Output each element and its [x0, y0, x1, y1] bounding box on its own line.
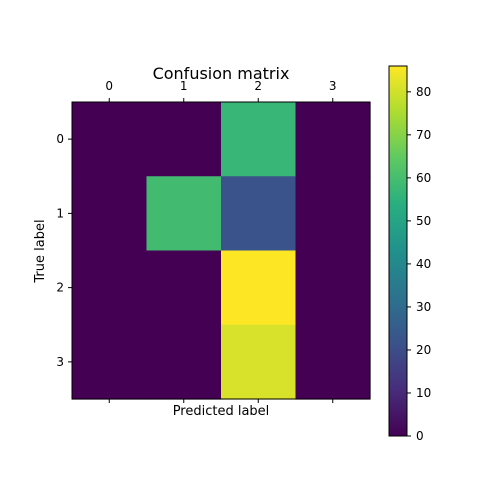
y-axis-label: True label — [33, 219, 48, 283]
colorbar-tick-label: 50 — [416, 214, 431, 228]
y-tick-label: 1 — [56, 206, 64, 220]
heatmap-cell-r2-c0 — [72, 250, 148, 326]
heatmap-cell-r3-c2 — [221, 324, 297, 400]
colorbar-tick-label: 0 — [416, 429, 424, 443]
x-tick-label: 2 — [254, 79, 262, 93]
heatmap-cell-r3-c0 — [72, 324, 148, 400]
heatmap-cells — [72, 102, 371, 400]
colorbar-tick-label: 30 — [416, 300, 431, 314]
heatmap-cell-r0-c3 — [295, 102, 371, 177]
x-tick-label: 3 — [329, 79, 337, 93]
heatmap-cell-r1-c2 — [221, 176, 297, 252]
heatmap-cell-r1-c0 — [72, 176, 148, 252]
plot-frame — [71, 101, 371, 400]
heatmap-cell-r0-c0 — [72, 102, 148, 177]
chart-title: Confusion matrix — [153, 64, 290, 83]
y-tick-label: 0 — [56, 132, 64, 146]
y-tick-label: 3 — [56, 355, 64, 369]
heatmap-cell-r2-c2 — [221, 250, 297, 326]
y-tick-label: 2 — [56, 281, 64, 295]
heatmap-cell-r0-c2 — [221, 102, 297, 177]
x-tick-label: 0 — [105, 79, 113, 93]
heatmap-cell-r3-c1 — [146, 324, 222, 400]
heatmap-cell-r2-c1 — [146, 250, 222, 326]
heatmap-cell-r1-c3 — [295, 176, 371, 252]
colorbar-tick-label: 40 — [416, 257, 431, 271]
x-tick-marks-bottom — [108, 399, 334, 403]
y-tick-labels: 0 1 2 3 — [56, 132, 72, 369]
colorbar-tick-label: 70 — [416, 128, 431, 142]
colorbar-tick-label: 80 — [416, 85, 431, 99]
x-axis-label: Predicted label — [173, 404, 270, 419]
x-tick-label: 1 — [180, 79, 188, 93]
colorbar-tick-label: 20 — [416, 343, 431, 357]
colorbar-tick-label: 60 — [416, 171, 431, 185]
heatmap-cell-r2-c3 — [295, 250, 371, 326]
colorbar — [388, 65, 408, 437]
colorbar-tick-label: 10 — [416, 386, 431, 400]
heatmap-cell-r1-c1 — [146, 176, 222, 252]
colorbar-ticks: 0 10 20 30 40 50 60 70 80 — [407, 85, 431, 443]
x-tick-labels: 0 1 2 3 — [105, 79, 337, 102]
heatmap-cell-r3-c3 — [295, 324, 371, 400]
heatmap-cell-r0-c1 — [146, 102, 222, 177]
